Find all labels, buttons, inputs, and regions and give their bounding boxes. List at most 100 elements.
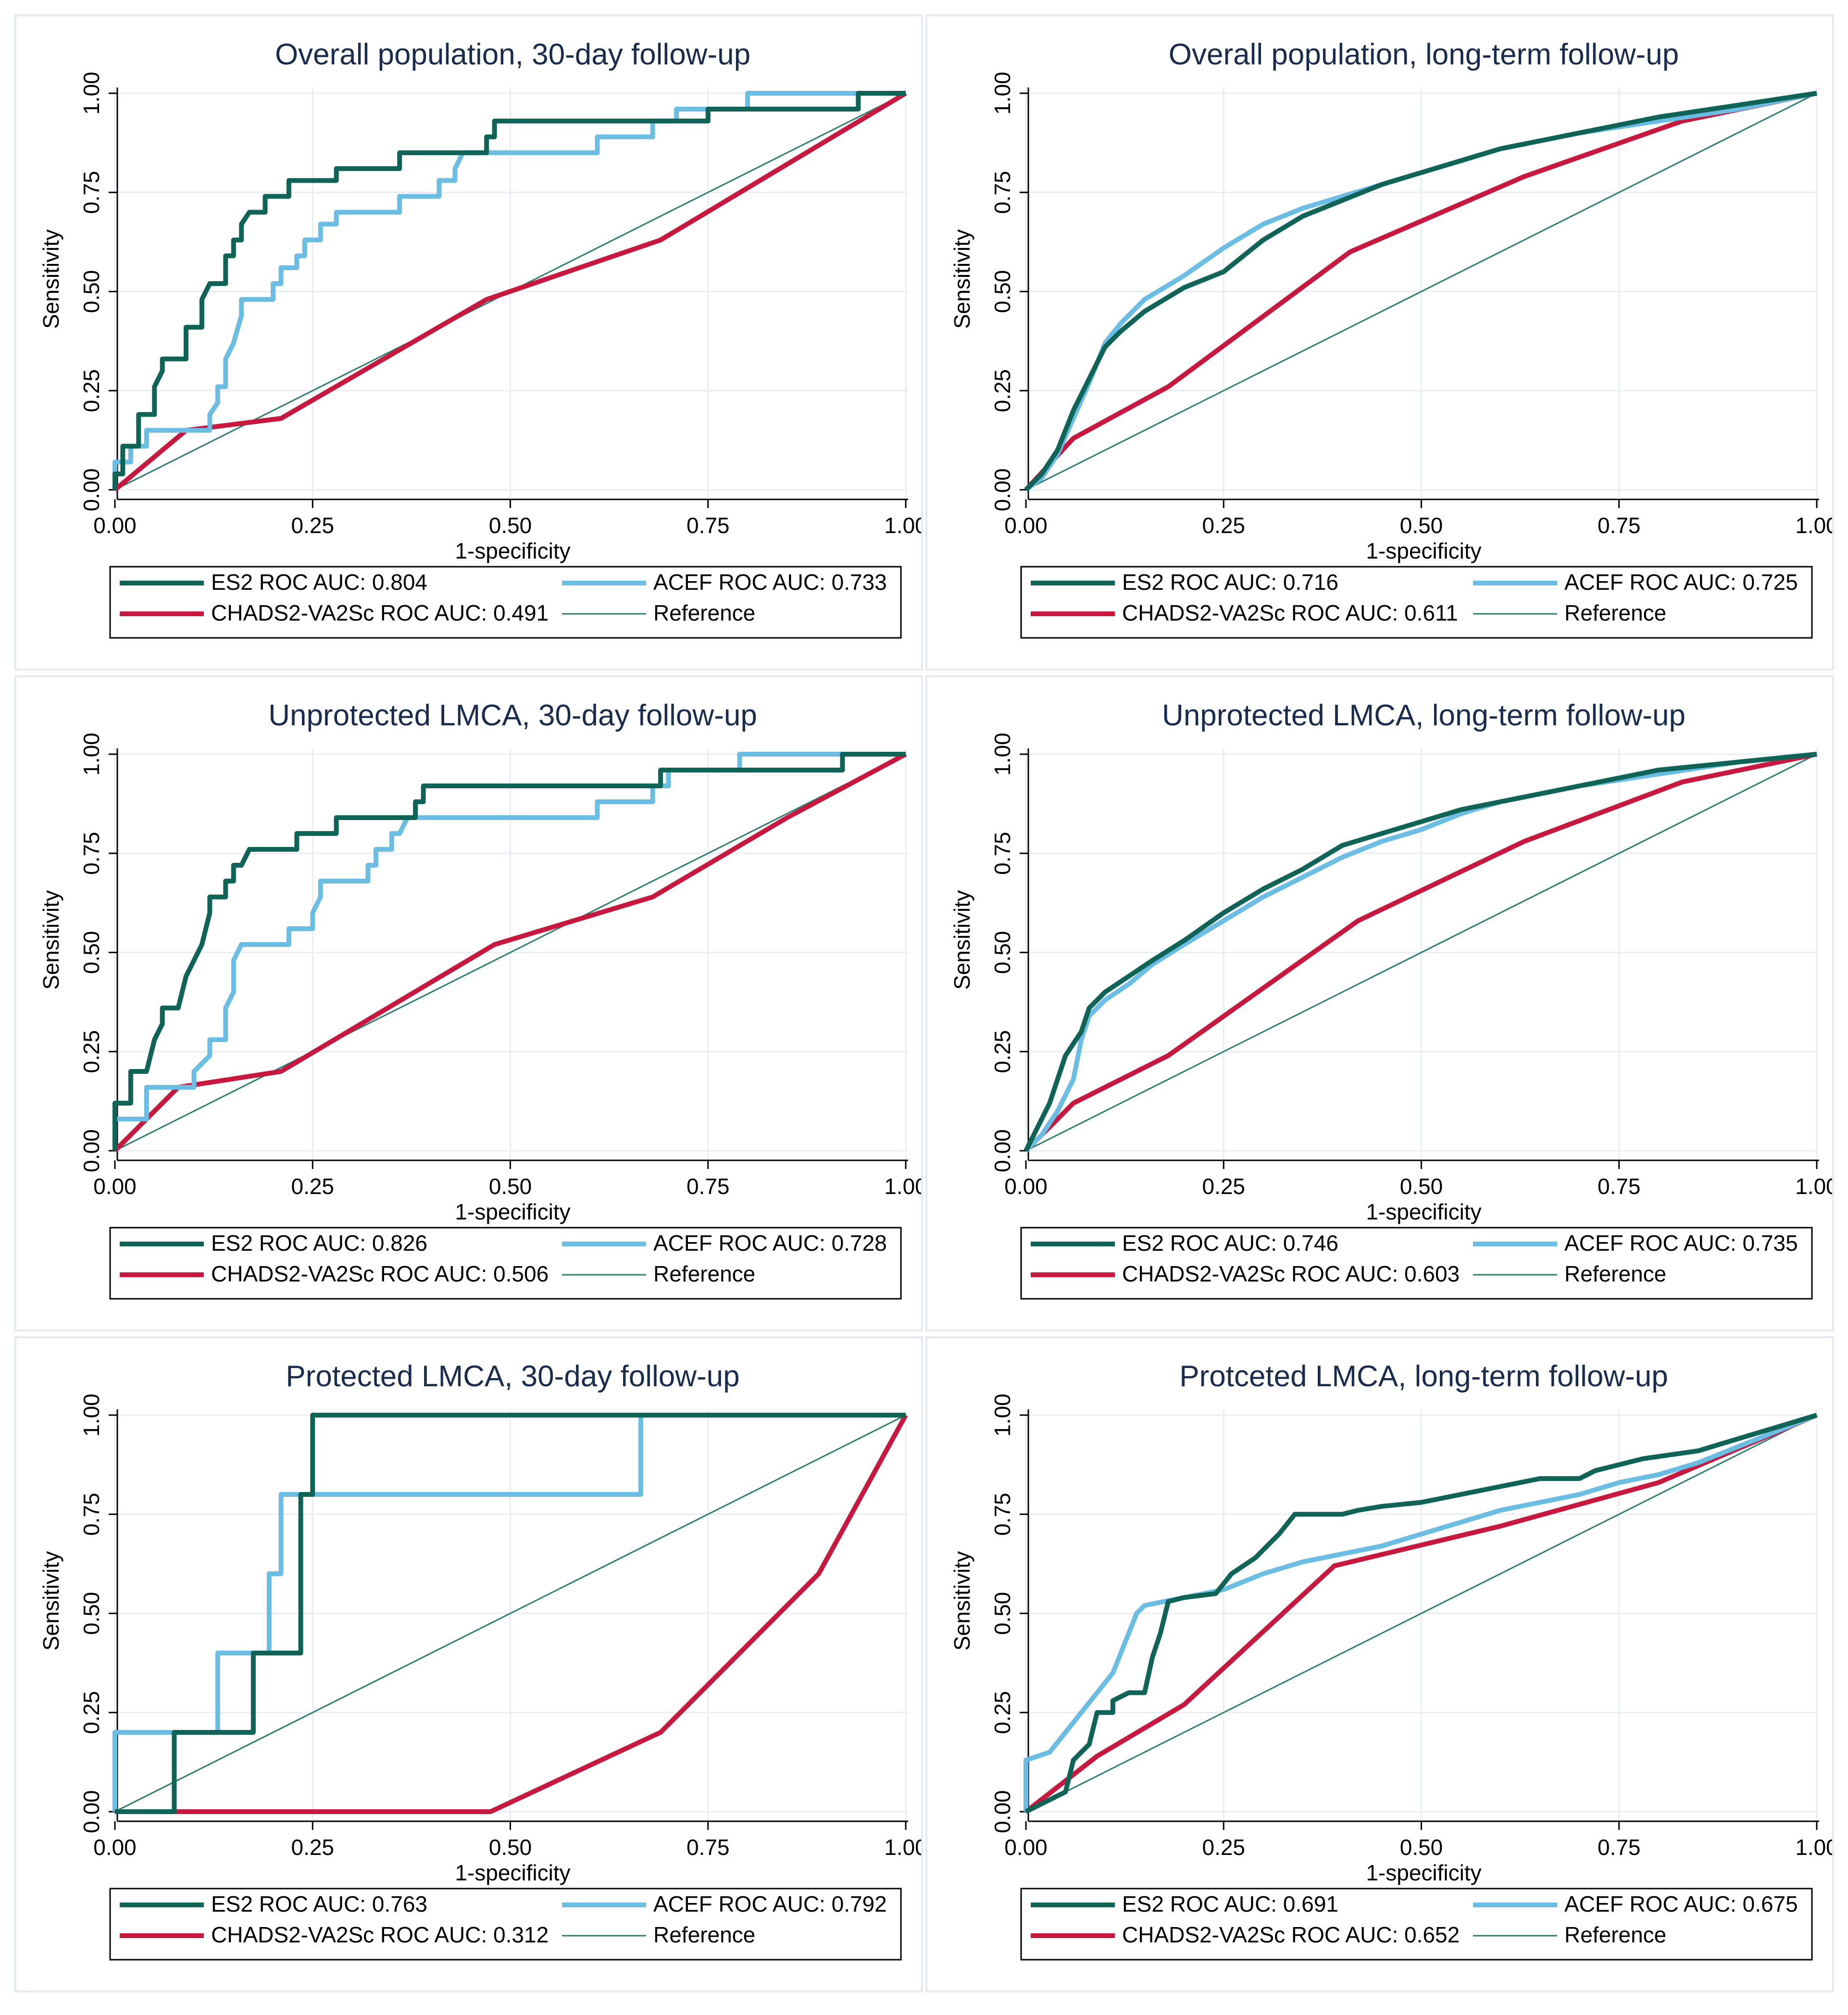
y-tick-label: 0.75 xyxy=(990,832,1015,875)
y-axis-title: Sensitivity xyxy=(949,229,974,329)
x-tick-label: 1.00 xyxy=(1795,1174,1832,1199)
chads2-va2sc-roc-curve xyxy=(1024,91,1818,492)
plot-area xyxy=(1028,1409,1819,1821)
x-tick-label: 0.50 xyxy=(1400,1835,1443,1860)
roc-panel-4: Unprotected LMCA, long-term follow-up 0.0… xyxy=(925,675,1838,1331)
x-tick-label: 0.50 xyxy=(1400,1174,1443,1199)
legend-reference-label: Reference xyxy=(653,1261,755,1286)
es2-roc-curve xyxy=(1024,91,1817,492)
legend-acef-label: ACEF ROC AUC: 0.733 xyxy=(653,570,887,595)
acef-roc-curve xyxy=(112,91,906,490)
acef-roc-curve xyxy=(112,752,906,1151)
es2-roc-curve xyxy=(1024,752,1817,1152)
plot-area xyxy=(117,87,908,499)
es2-roc-curve xyxy=(1024,1413,1818,1814)
y-tick-label: 0.25 xyxy=(79,369,104,412)
legend: ES2 ROC AUC: 0.691 ACEF ROC AUC: 0.675 CHA… xyxy=(1020,1888,1813,1961)
x-tick-label: 0.50 xyxy=(489,1835,532,1860)
x-tick-label: 0.00 xyxy=(93,513,137,538)
x-tick-label: 0.25 xyxy=(291,1835,334,1860)
legend-reference-label: Reference xyxy=(1564,600,1666,625)
legend-es2-label: ES2 ROC AUC: 0.716 xyxy=(1122,570,1338,595)
y-tick-label: 0.25 xyxy=(79,1691,104,1734)
chart-title: Protceted LMCA, long-term follow-up xyxy=(1179,1360,1668,1393)
legend-box xyxy=(1020,1227,1813,1300)
chads2-va2sc-roc-curve xyxy=(115,1414,908,1814)
legend: ES2 ROC AUC: 0.763 ACEF ROC AUC: 0.792 CHA… xyxy=(109,1888,902,1961)
legend-acef-label: ACEF ROC AUC: 0.792 xyxy=(653,1891,887,1916)
x-tick-label: 0.50 xyxy=(489,513,532,538)
legend-acef-label: ACEF ROC AUC: 0.675 xyxy=(1564,1891,1798,1916)
roc-panel-2: Overall population, long-term follow-up 0… xyxy=(925,14,1838,671)
y-tick-label: 0.00 xyxy=(990,468,1015,511)
plot-area xyxy=(1028,87,1819,499)
x-tick-label: 0.75 xyxy=(1598,513,1641,538)
chads2-va2sc-roc-curve xyxy=(1024,1413,1818,1814)
legend-acef-label: ACEF ROC AUC: 0.735 xyxy=(1564,1231,1798,1256)
es2-roc-curve xyxy=(112,91,906,490)
y-axis-title: Sensitivity xyxy=(949,890,974,990)
x-tick-label: 0.00 xyxy=(1004,513,1048,538)
reference-line xyxy=(1025,753,1817,1152)
legend-box xyxy=(109,1888,902,1961)
legend-es2-label: ES2 ROC AUC: 0.826 xyxy=(211,1231,427,1256)
x-tick-label: 0.50 xyxy=(1400,513,1443,538)
x-tick-label: 1.00 xyxy=(1795,1835,1832,1860)
y-tick-label: 0.75 xyxy=(79,832,104,875)
x-axis-title: 1-specificity xyxy=(1366,1199,1481,1224)
legend-box xyxy=(1020,566,1813,639)
x-tick-label: 1.00 xyxy=(884,513,921,538)
legend-box xyxy=(109,566,902,639)
chads2-va2sc-roc-curve xyxy=(113,91,907,492)
y-tick-label: 0.75 xyxy=(79,171,104,214)
chart-title: Unprotected LMCA, 30-day follow-up xyxy=(268,699,757,732)
legend-chads2-va2sc-label: CHADS2-VA2Sc ROC AUC: 0.652 xyxy=(1122,1922,1460,1947)
roc-panel-1: Overall population, 30-day follow-up 0.00… xyxy=(14,14,927,671)
legend-es2-label: ES2 ROC AUC: 0.691 xyxy=(1122,1891,1338,1916)
x-tick-label: 0.25 xyxy=(1202,513,1245,538)
roc-chart-svg: Overall population, long-term follow-up 0… xyxy=(949,38,1838,639)
x-tick-label: 0.75 xyxy=(687,1174,730,1199)
x-tick-label: 0.00 xyxy=(1004,1835,1048,1860)
chart-title: Overall population, 30-day follow-up xyxy=(275,38,750,71)
legend-chads2-va2sc-label: CHADS2-VA2Sc ROC AUC: 0.491 xyxy=(211,600,549,625)
y-tick-label: 1.00 xyxy=(79,733,104,776)
x-axis-title: 1-specificity xyxy=(1366,1860,1481,1885)
x-axis-title: 1-specificity xyxy=(455,1860,570,1885)
x-tick-label: 0.00 xyxy=(93,1174,137,1199)
y-tick-label: 0.00 xyxy=(79,1790,104,1833)
x-tick-label: 0.75 xyxy=(1598,1835,1641,1860)
legend-es2-label: ES2 ROC AUC: 0.763 xyxy=(211,1891,427,1916)
y-tick-label: 0.50 xyxy=(990,931,1015,974)
legend-reference-label: Reference xyxy=(653,1922,755,1947)
reference-line xyxy=(114,753,906,1152)
legend-reference-label: Reference xyxy=(1564,1922,1666,1947)
x-tick-label: 0.25 xyxy=(291,513,334,538)
y-tick-label: 0.50 xyxy=(79,1592,104,1635)
x-tick-label: 1.00 xyxy=(884,1835,921,1860)
plot-area xyxy=(117,1409,908,1821)
y-tick-label: 0.50 xyxy=(990,1592,1015,1635)
y-tick-label: 0.00 xyxy=(990,1129,1015,1172)
es2-roc-curve xyxy=(112,752,906,1151)
roc-panel-6: Protceted LMCA, long-term follow-up 0.00 0… xyxy=(925,1336,1838,1992)
y-tick-label: 0.75 xyxy=(990,1493,1015,1536)
legend-es2-label: ES2 ROC AUC: 0.746 xyxy=(1122,1231,1338,1256)
x-tick-label: 1.00 xyxy=(884,1174,921,1199)
x-tick-label: 0.25 xyxy=(1202,1174,1245,1199)
x-tick-label: 0.25 xyxy=(1202,1835,1245,1860)
roc-chart-svg: Protected LMCA, 30-day follow-up 0.000.00… xyxy=(38,1360,927,1961)
legend-reference-label: Reference xyxy=(653,600,755,625)
y-axis-title: Sensitivity xyxy=(38,229,63,329)
x-axis-title: 1-specificity xyxy=(455,1199,570,1224)
roc-chart-svg: Unprotected LMCA, long-term follow-up 0.0… xyxy=(949,699,1838,1300)
y-tick-label: 1.00 xyxy=(990,72,1015,115)
y-tick-label: 0.25 xyxy=(990,1030,1015,1073)
legend: ES2 ROC AUC: 0.826 ACEF ROC AUC: 0.728 CHA… xyxy=(109,1227,902,1300)
legend-chads2-va2sc-label: CHADS2-VA2Sc ROC AUC: 0.611 xyxy=(1122,600,1458,625)
roc-chart-svg: Overall population, 30-day follow-up 0.00… xyxy=(38,38,927,639)
y-tick-label: 0.75 xyxy=(990,171,1015,214)
es2-roc-curve xyxy=(115,1413,906,1814)
chads2-va2sc-roc-curve xyxy=(1024,752,1818,1153)
roc-chart-svg: Unprotected LMCA, 30-day follow-up 0.00 0.… xyxy=(38,699,927,1300)
